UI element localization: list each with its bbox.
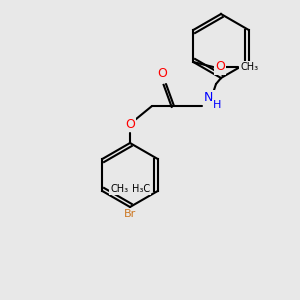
Text: O: O — [125, 118, 135, 131]
Text: H: H — [213, 100, 221, 110]
Text: CH₃: CH₃ — [110, 184, 128, 194]
Text: Br: Br — [124, 209, 136, 219]
Text: CH₃: CH₃ — [240, 62, 258, 72]
Text: H₃C: H₃C — [132, 184, 150, 194]
Text: O: O — [215, 61, 225, 74]
Text: O: O — [157, 67, 167, 80]
Text: N: N — [204, 91, 213, 104]
